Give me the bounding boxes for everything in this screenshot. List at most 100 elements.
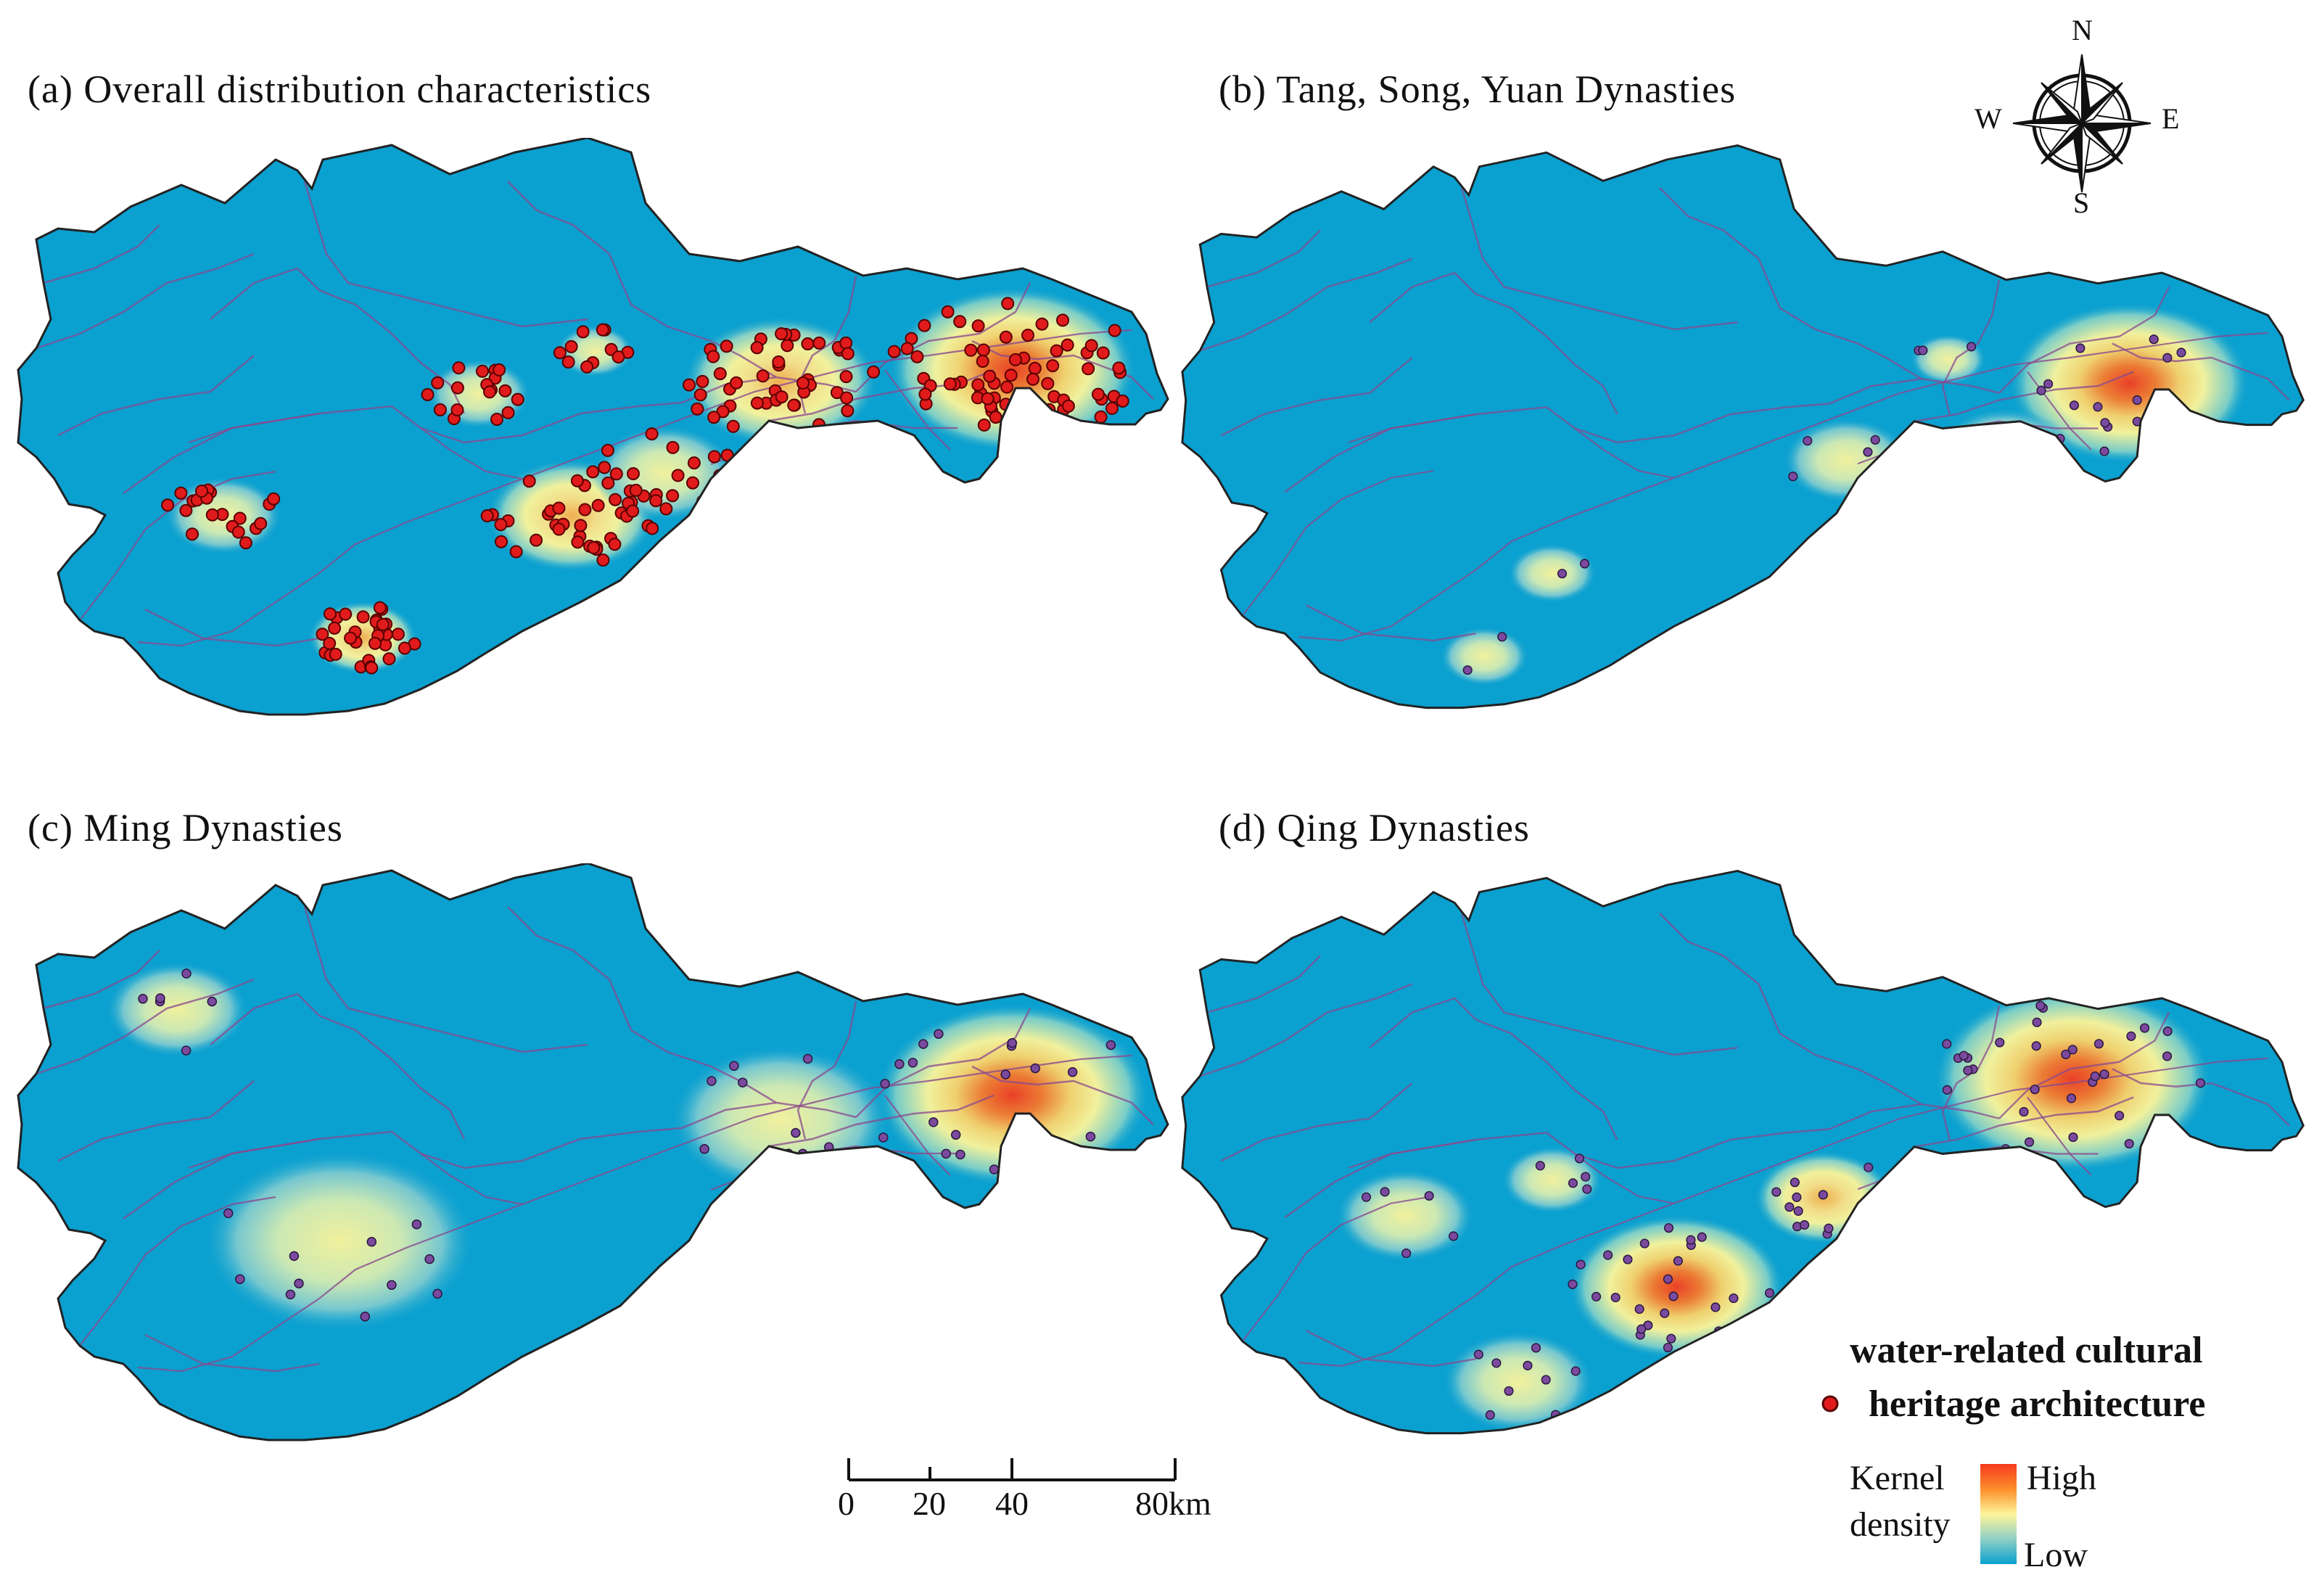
heritage-point (726, 419, 740, 433)
legend-high-label: High (2027, 1459, 2096, 1497)
heritage-point (950, 1130, 961, 1140)
heritage-point (1034, 1160, 1045, 1171)
heritage-point (894, 1059, 905, 1069)
heritage-point (1579, 559, 1590, 569)
heritage-point (522, 474, 536, 488)
heritage-point (339, 607, 353, 621)
heritage-point (791, 1127, 801, 1138)
heritage-point (1056, 313, 1069, 327)
heritage-point (360, 1312, 371, 1322)
heritage-point (2162, 1027, 2173, 1037)
heritage-point (971, 378, 985, 392)
county-boundary (144, 1333, 320, 1373)
county-boundary (768, 1094, 995, 1148)
heritage-point (839, 336, 853, 350)
heritage-point (1623, 1254, 1633, 1264)
heritage-point (2099, 1069, 2109, 1079)
heritage-point (186, 527, 199, 541)
heritage-point (696, 374, 709, 388)
compass-north-label: N (2072, 14, 2093, 46)
heritage-point (1883, 465, 1893, 475)
river-line (1298, 1057, 2268, 1367)
county-boundary (2112, 1068, 2290, 1127)
heritage-point (787, 398, 801, 412)
heritage-point (1010, 432, 1024, 446)
scale-tick-40: 40 (995, 1485, 1029, 1522)
map-panel-c (17, 863, 1169, 1441)
county-boundary (1206, 229, 1321, 288)
heritage-point (609, 467, 623, 481)
heritage-point (999, 330, 1013, 344)
heritage-point (235, 1274, 245, 1284)
heritage-point (1790, 1177, 1800, 1188)
heritage-point (574, 519, 588, 532)
heritage-point (608, 538, 622, 551)
river-line (1241, 469, 1434, 617)
county-boundary (796, 1000, 857, 1140)
density-hotspot (1507, 543, 1597, 604)
heritage-point (552, 522, 566, 536)
density-hotspot (876, 1003, 1150, 1187)
heritage-point (366, 1237, 377, 1247)
heritage-point (1028, 361, 1042, 375)
heritage-point (2061, 1049, 2071, 1059)
heritage-point (750, 341, 764, 355)
heritage-point (1803, 436, 1813, 446)
river-line (1348, 1138, 1476, 1169)
county-boundary (855, 1008, 1032, 1118)
county-boundary (57, 1080, 255, 1162)
heritage-point (1105, 401, 1119, 415)
river-line (188, 1138, 320, 1169)
heritage-point (612, 350, 625, 363)
heritage-point (943, 377, 957, 391)
heritage-point (1085, 1131, 1096, 1142)
heritage-point (205, 508, 219, 522)
heritage-point (1793, 1206, 1803, 1216)
heritage-point (2233, 1169, 2244, 1179)
density-hotspot (1335, 1169, 1475, 1262)
heritage-point (1686, 1235, 1696, 1245)
heritage-point (707, 450, 721, 464)
heritage-point (480, 509, 494, 522)
heritage-point (561, 355, 575, 369)
river-line (2027, 371, 2092, 451)
heritage-point (687, 456, 701, 470)
density-hotspot (202, 1149, 477, 1333)
county-boundary (1305, 1330, 1476, 1367)
density-hotspot (1439, 626, 1529, 686)
county-boundary (1941, 1005, 2001, 1140)
heritage-point (2014, 454, 2025, 464)
heritage-point (452, 361, 466, 375)
heritage-point (2176, 347, 2186, 358)
heritage-point (368, 636, 382, 650)
heritage-point (1967, 342, 1977, 352)
heritage-point (1491, 1358, 1502, 1368)
river-line (1241, 1195, 1434, 1342)
heritage-point (1531, 1343, 1541, 1353)
heritage-point (1105, 1040, 1116, 1050)
heritage-point (511, 392, 524, 406)
heritage-point (1361, 1192, 1372, 1202)
heritage-point (1729, 1293, 1739, 1304)
heritage-point (2069, 400, 2080, 411)
heritage-point (840, 391, 854, 405)
heritage-point (1764, 1288, 1775, 1298)
heritage-point (344, 631, 358, 645)
density-hotspot (1441, 1330, 1595, 1433)
heritage-point (1046, 359, 1060, 373)
heritage-point (432, 1288, 442, 1299)
scale-tick-0: 0 (838, 1485, 855, 1522)
heritage-point (387, 1280, 397, 1291)
heritage-point (918, 387, 932, 401)
heritage-point (1557, 569, 1568, 579)
heritage-point (971, 319, 985, 333)
county-boundary (507, 906, 777, 1104)
heritage-point (1041, 377, 1055, 390)
heritage-point (421, 388, 435, 401)
heritage-point (2030, 1085, 2040, 1095)
heritage-point (775, 327, 789, 341)
heritage-point (207, 996, 218, 1007)
heritage-point (750, 396, 764, 410)
heritage-point (254, 517, 268, 530)
heritage-point (1007, 1037, 1018, 1048)
